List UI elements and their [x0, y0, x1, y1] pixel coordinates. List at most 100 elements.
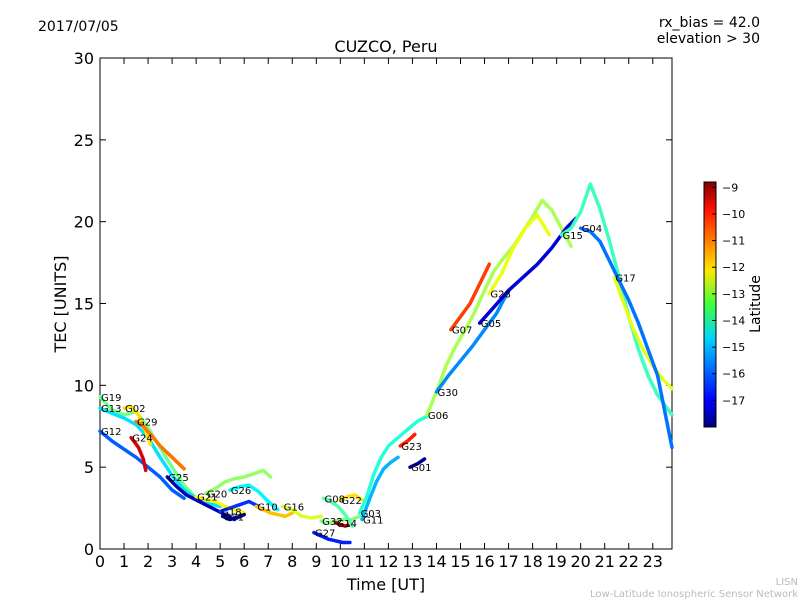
y-tick-label: 15: [74, 295, 94, 314]
series-line-g28: [487, 213, 552, 296]
x-tick-label: 6: [239, 552, 249, 571]
colorbar-tick-label: −17: [722, 394, 745, 407]
footer-network: Low-Latitude Ionospheric Sensor Network: [590, 589, 798, 600]
series-line-g01: [408, 457, 427, 469]
y-tick-label: 0: [84, 540, 94, 559]
series-label-g12: G12: [101, 427, 121, 438]
series-line-g27: [312, 530, 352, 545]
series-label-g26: G26: [231, 486, 251, 497]
series-line-g32: [319, 514, 362, 525]
series-label-g05: G05: [481, 319, 501, 330]
series-line-g31: [220, 512, 246, 522]
x-tick-label: 15: [450, 552, 470, 571]
series-line-g04: [578, 226, 674, 450]
x-tick-label: 14: [426, 552, 446, 571]
series-label-g19: G19: [101, 393, 121, 404]
x-tick-label: 2: [143, 552, 153, 571]
series-line-g07: [449, 262, 492, 332]
y-tick-label: 10: [74, 376, 94, 395]
series-line-g14: [333, 521, 352, 528]
series-line-g12: [98, 429, 186, 501]
rx-bias-label: rx_bias = 42.0: [659, 15, 760, 31]
series-line-g22: [338, 493, 364, 502]
series-line-g02: [122, 404, 153, 447]
y-tick-label: 25: [74, 131, 94, 150]
colorbar-tick-label: −9: [722, 181, 738, 194]
series-line-g08: [321, 496, 355, 528]
x-axis-label: Time [UT]: [346, 575, 425, 594]
series-label-g20: G20: [207, 489, 227, 500]
x-tick-label: 12: [378, 552, 398, 571]
series-label-g31: G31: [224, 512, 244, 523]
x-tick-label: 17: [498, 552, 518, 571]
colorbar-tick-label: −11: [722, 235, 745, 248]
x-tick-label: 13: [402, 552, 422, 571]
series-label-g32: G32: [322, 517, 342, 528]
elevation-label: elevation > 30: [657, 31, 760, 47]
series-label-g24: G24: [132, 434, 152, 445]
series-label-g14: G14: [337, 519, 357, 530]
colorbar: [703, 181, 717, 428]
series-line-g19: [98, 395, 198, 501]
x-tick-label: 21: [595, 552, 615, 571]
colorbar-tick-label: −13: [722, 288, 745, 301]
series-line-g21: [194, 494, 246, 515]
x-tick-label: 23: [643, 552, 663, 571]
series-label-g11: G11: [363, 516, 383, 527]
series-label-g16: G16: [284, 502, 304, 513]
y-axis-label: TEC [UNITS]: [51, 256, 70, 354]
series-label-g21: G21: [197, 493, 217, 504]
x-tick-label: 9: [311, 552, 321, 571]
date-label: 2017/07/05: [38, 19, 119, 35]
series-label-g08: G08: [325, 494, 345, 505]
chart-title: CUZCO, Peru: [334, 37, 437, 56]
series-line-g24: [129, 435, 148, 473]
x-tick-label: 5: [215, 552, 225, 571]
footer-lisn: LISN: [776, 577, 798, 588]
series-line-g10: [254, 504, 295, 519]
series-label-g22: G22: [341, 496, 361, 507]
series-line-g20: [203, 468, 273, 496]
x-tick-label: 1: [119, 552, 129, 571]
x-tick-label: 20: [570, 552, 590, 571]
x-tick-label: 18: [522, 552, 542, 571]
series-label-g01: G01: [411, 463, 431, 474]
x-tick-label: 10: [330, 552, 350, 571]
y-tick-label: 30: [74, 49, 94, 68]
x-tick-label: 7: [263, 552, 273, 571]
series-line-g15: [559, 182, 674, 417]
series-label-g25: G25: [168, 473, 188, 484]
x-tick-label: 11: [354, 552, 374, 571]
series-line-g30: [434, 288, 511, 394]
series-label-g30: G30: [437, 388, 457, 399]
series-line-g06: [425, 198, 573, 417]
x-tick-label: 19: [546, 552, 566, 571]
colorbar-tick-label: −15: [722, 341, 745, 354]
series-label-g28: G28: [490, 290, 510, 301]
x-tick-label: 16: [474, 552, 494, 571]
series-label-g10: G10: [257, 502, 277, 513]
colorbar-tick-label: −12: [722, 261, 745, 274]
colorbar-label: Latitude: [748, 275, 764, 333]
x-tick-label: 0: [95, 552, 105, 571]
series-label-g17: G17: [615, 273, 635, 284]
series-label-g18: G18: [221, 507, 241, 518]
series-label-g07: G07: [452, 326, 472, 337]
y-tick-label: 20: [74, 213, 94, 232]
series-line-g23: [398, 432, 417, 448]
series-label-g29: G29: [137, 417, 157, 428]
y-tick-label: 5: [84, 458, 94, 477]
series-label-g15: G15: [562, 231, 582, 242]
series-line-g13: [98, 406, 222, 509]
x-tick-label: 3: [167, 552, 177, 571]
colorbar-ticks: −9 −10 −11 −12 −13 −14 −15 −16 −17: [712, 181, 745, 407]
series-line-g26: [228, 483, 280, 512]
series-label-g04: G04: [582, 224, 602, 235]
series-line-g29: [134, 419, 186, 471]
colorbar-tick-label: −16: [722, 368, 745, 381]
series-label-g02: G02: [125, 404, 145, 415]
series-line-g03: [357, 414, 429, 515]
series-layer: [98, 182, 674, 545]
series-line-g25: [165, 475, 237, 522]
